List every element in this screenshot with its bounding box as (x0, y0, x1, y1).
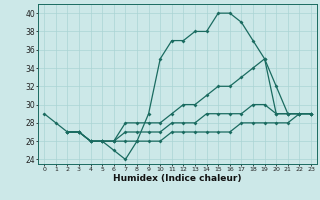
X-axis label: Humidex (Indice chaleur): Humidex (Indice chaleur) (113, 174, 242, 183)
